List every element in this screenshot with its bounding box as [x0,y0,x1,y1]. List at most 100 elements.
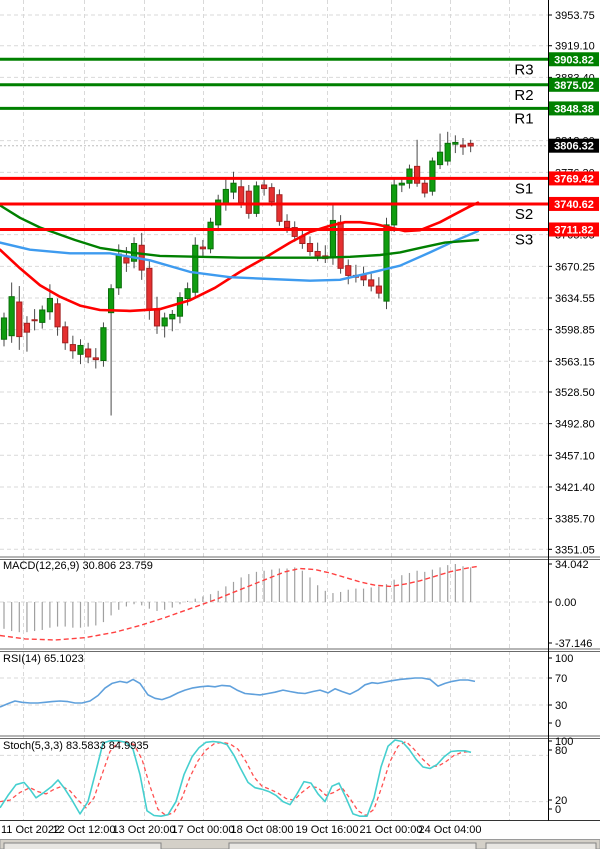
stoch-pane [0,739,472,817]
candle-body [414,165,421,184]
candle-body [16,301,23,338]
candle-body [459,144,467,148]
candle [0,312,8,347]
candle-body [253,185,260,214]
sr-label-R3: R3 [514,61,533,78]
sr-label-R1: R1 [514,110,533,127]
stoch-tick-label: 80 [555,745,567,757]
candle [467,139,474,153]
candle [222,177,229,211]
badge-label: 3711.82 [554,224,593,236]
date-label: 21 Oct 00:00 [360,824,423,836]
candle [77,339,84,365]
stoch-tick-label: 20 [555,795,567,807]
candle-body [100,327,107,362]
rsi-line [0,677,476,708]
candle [352,264,359,283]
price-tick-label: 3634.55 [555,293,595,305]
macd-pane-title: MACD(12,26,9) 30.806 23.759 [3,560,153,572]
candle [69,335,76,359]
candle-body [368,279,375,287]
stoch-tick-label: 100 [555,736,573,748]
candle [207,217,214,254]
date-label: 11 Oct 2022 [1,824,60,836]
candle [299,230,306,249]
candle-body [85,348,92,358]
candle [62,321,69,350]
candle-body [184,288,191,299]
candle-body [169,313,176,320]
price-badge-3740.62: 3740.62 [549,196,599,211]
price-tick-label: 3351.05 [555,544,595,556]
rsi-pane-title: RSI(14) 65.1023 [3,653,84,665]
rsi-tick-label: 0 [555,718,561,730]
candle [39,305,46,329]
price-tick-label: 3457.10 [555,450,595,462]
candle [368,273,375,292]
candle-body [276,194,283,222]
candle-body [69,344,76,352]
rsi-tick-label: 70 [555,673,567,685]
candle-body [123,257,130,264]
sr-label-S3: S3 [515,231,533,248]
macd-tick-label: -37.146 [555,638,592,650]
stoch-pane-title: Stoch(5,3,3) 83.5833 84.9935 [3,740,149,752]
date-label: 13 Oct 20:00 [113,824,176,836]
candle [31,309,38,331]
pane-separators [0,556,600,739]
candle-body [153,309,161,327]
price-badge-3848.38: 3848.38 [549,101,599,116]
candle-body [345,265,352,276]
chart-tab[interactable] [485,842,597,849]
candle [108,284,115,416]
candle-body [306,243,314,252]
candle [16,286,23,350]
badge-label: 3740.62 [554,199,594,211]
candle-body [23,322,31,333]
candle-body [314,250,321,257]
candle-body [207,221,214,250]
price-tick-label: 3421.40 [555,482,595,494]
ma-blue-line [0,229,480,282]
candle-body [398,182,405,186]
badge-rect [549,77,599,92]
candle-body [0,317,8,340]
chart-tab[interactable] [228,842,477,849]
candle-body [146,267,153,311]
candle [291,221,298,242]
candle [169,309,176,332]
candle-body [283,220,291,229]
sr-label-R2: R2 [514,87,533,104]
macd-tick-label: 34.042 [555,559,589,571]
candle-body [291,227,298,237]
stoch-tick-label: 0 [555,804,561,816]
candle [421,177,428,198]
candle [85,342,92,364]
badge-rect [549,222,599,237]
chart-tab[interactable] [3,842,162,849]
stoch-signal-line [0,740,471,817]
candle-body [192,244,199,293]
price-badge-3903.82: 3903.82 [549,52,599,67]
candle [138,232,145,280]
candle [100,322,107,367]
candle [8,282,15,343]
price-pane: R3 R2 R1 S1 S2 S3 [0,57,548,416]
candle-body [39,309,46,323]
macd-signal-line [0,565,479,641]
price-tick-label: 3670.25 [555,261,595,273]
price-tick-label: 3919.10 [555,41,595,53]
candle-body [261,184,268,190]
candle [23,316,31,352]
rsi-pane [0,677,476,708]
candle [452,135,459,154]
candle [406,164,413,189]
price-tick-label: 3598.85 [555,325,595,337]
candle-body [467,142,474,147]
price-tick-label: 3492.80 [555,419,595,431]
candle-body [268,187,275,203]
candle [345,259,352,285]
candle [176,292,184,324]
candle-body [62,326,69,344]
